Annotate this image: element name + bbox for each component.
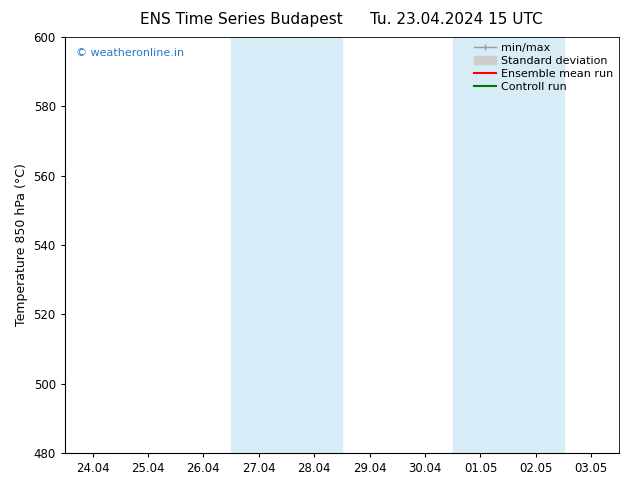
Text: ENS Time Series Budapest: ENS Time Series Budapest — [139, 12, 342, 27]
Text: © weatheronline.in: © weatheronline.in — [76, 48, 184, 57]
Bar — [231, 37, 342, 453]
Y-axis label: Temperature 850 hPa (°C): Temperature 850 hPa (°C) — [15, 164, 28, 326]
Legend: min/max, Standard deviation, Ensemble mean run, Controll run: min/max, Standard deviation, Ensemble me… — [470, 39, 618, 96]
Bar — [453, 37, 564, 453]
Text: Tu. 23.04.2024 15 UTC: Tu. 23.04.2024 15 UTC — [370, 12, 543, 27]
